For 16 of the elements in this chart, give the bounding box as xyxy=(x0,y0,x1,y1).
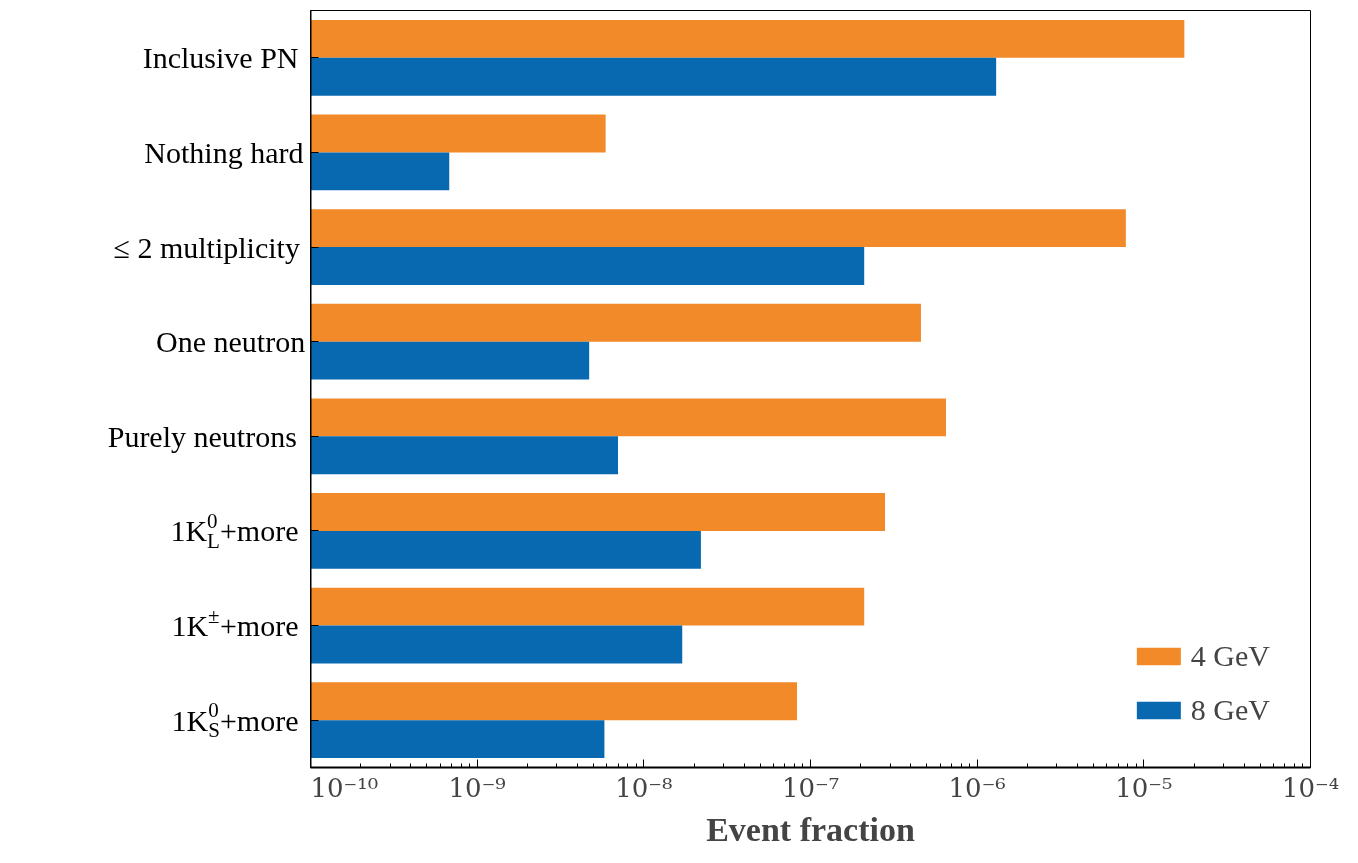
y-tick-label: 1K±+more xyxy=(171,603,299,643)
x-tick-label: 10⁻⁶ xyxy=(948,772,1006,803)
x-axis-title: Event fraction xyxy=(706,810,915,848)
x-tick-label: 10⁻⁸ xyxy=(615,772,673,803)
legend-label: 8 GeV xyxy=(1190,693,1270,727)
x-tick-label: 10⁻¹⁰ xyxy=(310,772,379,803)
y-tick-label: Purely neutrons xyxy=(107,419,297,453)
y-tick-label: Inclusive PN xyxy=(142,41,299,75)
legend-label: 4 GeV xyxy=(1190,639,1270,673)
x-tick-label: 10⁻⁷ xyxy=(781,772,840,803)
y-tick-label: Nothing hard xyxy=(144,135,304,169)
y-tick-label: One neutron xyxy=(156,325,306,359)
x-tick-label: 10⁻⁵ xyxy=(1115,772,1173,803)
x-tick-label: 10⁻⁴ xyxy=(1281,772,1340,803)
y-tick-label: ≤ 2 multiplicity xyxy=(113,230,300,264)
x-tick-label: 10⁻⁹ xyxy=(448,772,506,803)
